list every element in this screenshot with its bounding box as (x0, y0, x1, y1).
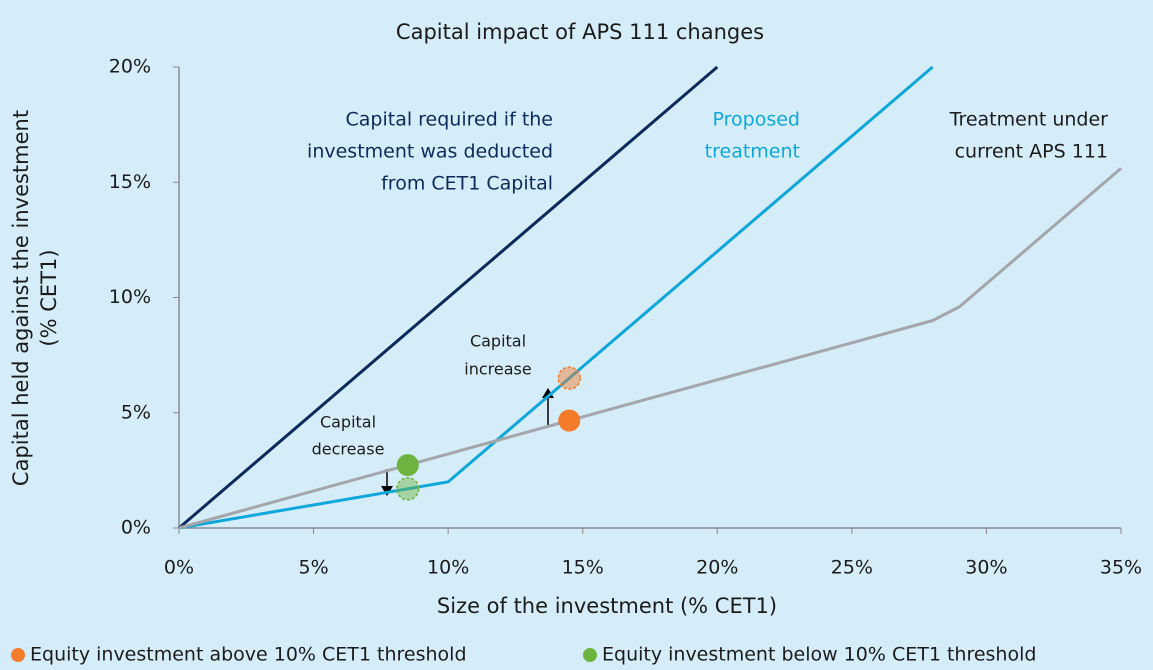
line (178, 167, 1122, 530)
x-tick-label: 20% (696, 557, 738, 579)
annotation: Capital (320, 413, 376, 432)
y-tick-label: 10% (109, 286, 151, 308)
y-tick-label: 5% (121, 401, 151, 423)
legend-marker (583, 648, 597, 662)
line (178, 65, 719, 530)
annotation: increase (464, 360, 531, 379)
y-axis-label: (% CET1) (37, 249, 61, 346)
line-label: Proposed (713, 109, 800, 131)
line-label: Treatment under (949, 109, 1109, 131)
point (396, 477, 420, 501)
x-tick-label: 30% (965, 557, 1007, 579)
line-label: treatment (705, 141, 800, 163)
line-label: investment was deducted (307, 141, 553, 163)
x-tick-label: 10% (427, 557, 469, 579)
legend-label: Equity investment below 10% CET1 thresho… (602, 644, 1036, 666)
x-tick-label: 15% (562, 557, 604, 579)
y-tick-label: 0% (121, 517, 151, 539)
x-tick-label: 25% (831, 557, 873, 579)
y-tick-label: 15% (109, 171, 151, 193)
line-label: Capital required if the (346, 109, 554, 131)
x-tick-label: 35% (1100, 557, 1142, 579)
line-label: from CET1 Capital (381, 173, 553, 195)
y-tick-label: 20% (109, 56, 151, 78)
line (178, 65, 934, 530)
point (396, 454, 419, 477)
chart-title: Capital impact of APS 111 changes (396, 20, 764, 44)
point (558, 409, 581, 432)
x-tick-label: 0% (164, 557, 194, 579)
legend-marker (11, 648, 25, 662)
legend-label: Equity investment above 10% CET1 thresho… (30, 644, 467, 666)
y-axis-label: Capital held against the investment (9, 110, 33, 486)
x-tick-label: 5% (298, 557, 328, 579)
x-axis-label: Size of the investment (% CET1) (437, 594, 777, 618)
line-label: current APS 111 (955, 141, 1108, 163)
annotation: Capital (470, 332, 526, 351)
annotation: decrease (312, 440, 385, 459)
point (557, 366, 582, 390)
